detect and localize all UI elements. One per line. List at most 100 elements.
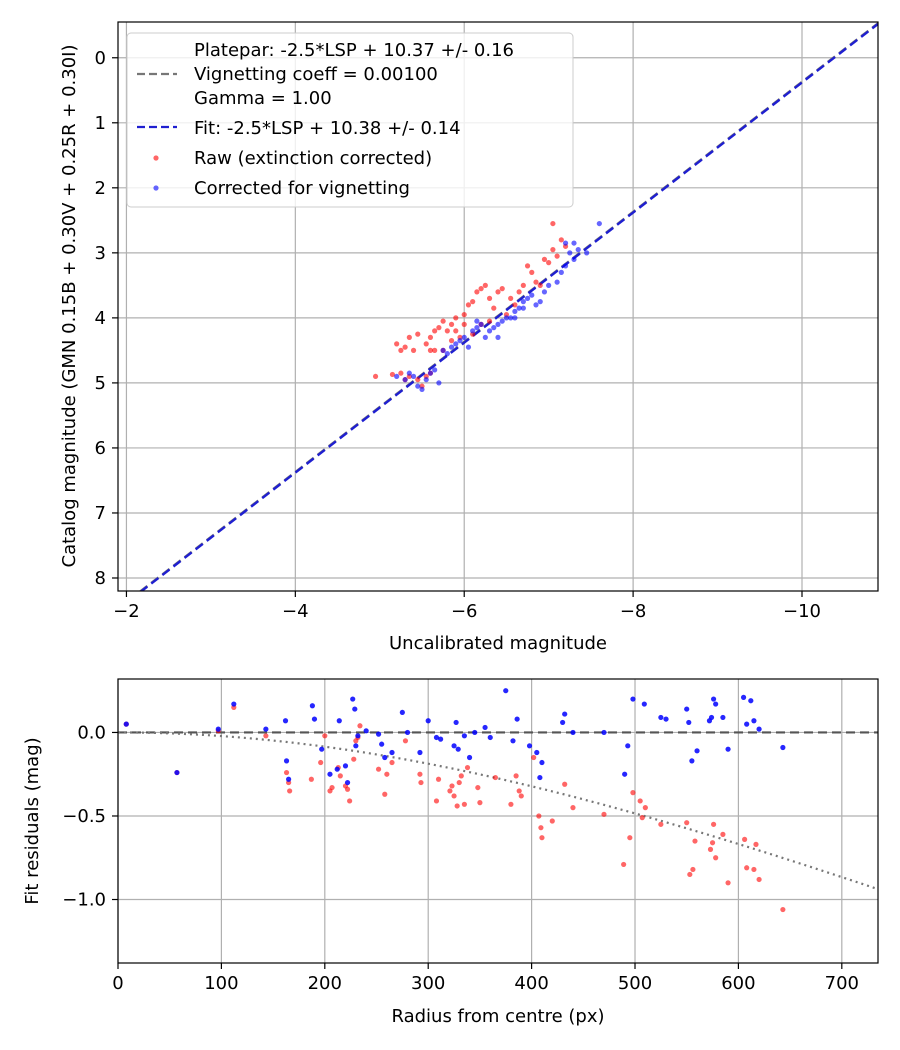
raw-point [470,299,476,305]
raw-residual-point [516,788,522,794]
corrected-residual-point [311,716,318,722]
raw-residual-point [308,776,314,782]
raw-residual-point [658,821,664,827]
corrected-point [486,328,493,334]
corrected-residual-point [526,743,533,749]
corrected-residual-point [353,743,359,749]
legend-platepar-line3: Gamma = 1.00 [194,88,332,109]
corrected-point [558,269,564,275]
corrected-point [419,386,425,393]
raw-point [440,318,446,324]
raw-point [512,302,518,308]
bottom-x-tick-label: 0 [112,973,123,994]
raw-residual-point [756,876,762,883]
corrected-residual-point [514,716,520,722]
corrected-residual-point [710,696,717,702]
corrected-point [499,318,505,324]
corrected-residual-point [472,729,478,736]
raw-point [465,302,472,308]
corrected-point [571,256,577,262]
bottom-y-tick-label: 0.0 [77,722,106,743]
top-y-tick-label: 8 [95,568,106,589]
raw-residual-point [435,776,442,782]
corrected-point [402,377,408,383]
top-y-tick-label: 7 [95,503,106,524]
corrected-point [584,250,590,256]
raw-residual-point [709,840,716,846]
bottom-x-axis-label: Radius from centre (px) [391,1006,604,1027]
corrected-point [482,334,488,340]
corrected-residual-point [350,696,356,702]
bottom-ticks: 0 100 200 300 400 500 600 700 0.0 −0.5 −1.0 [62,722,859,994]
raw-residual-point [627,835,633,841]
raw-point [461,321,467,327]
raw-residual-point [475,784,481,791]
corrected-residual-point [417,749,423,756]
corrected-residual-point [352,706,358,712]
raw-residual-point [710,821,717,827]
raw-point [444,328,450,334]
raw-point [415,331,421,337]
raw-residual-point [713,855,719,861]
corrected-residual-point [389,749,395,756]
raw-residual-point [725,880,731,886]
raw-residual-point [263,733,269,739]
corrected-residual-point [319,746,325,752]
raw-residual-point [549,818,555,824]
raw-residual-point [389,759,395,766]
corrected-residual-point [539,759,545,766]
raw-point [558,237,564,243]
corrected-residual-point [625,743,631,749]
corrected-point [470,328,476,334]
raw-residual-point [639,815,645,821]
corrected-point [503,315,510,321]
raw-point [398,370,404,376]
bottom-x-tick-label: 500 [618,973,652,994]
corrected-residual-point [327,771,333,777]
corrected-point [529,292,535,298]
corrected-residual-point [740,694,747,700]
corrected-residual-point [215,726,221,732]
raw-residual-point [461,801,467,807]
corrected-point [427,370,434,376]
top-x-tick-label: −4 [282,601,309,622]
raw-residual-point [375,766,382,772]
corrected-point [406,370,412,376]
raw-residual-point [720,831,726,837]
raw-point [406,334,412,340]
corrected-residual-point [748,698,754,704]
corrected-residual-point [780,744,786,751]
corrected-point [415,383,421,389]
corrected-point [461,334,467,340]
corrected-residual-point [379,741,385,747]
corrected-point [562,263,569,269]
raw-point [533,279,539,285]
corrected-residual-point [438,736,444,742]
raw-residual-point [477,800,483,806]
corrected-residual-point [663,716,669,722]
top-x-tick-label: −6 [451,601,478,622]
corrected-residual-point [433,734,440,741]
raw-residual-point [464,764,471,771]
bottom-y-tick-label: −1.0 [62,890,106,911]
raw-residual-point [562,781,568,787]
raw-residual-point [744,865,750,871]
corrected-point [444,351,450,357]
corrected-residual-point [630,696,636,702]
top-ticks: −2 −4 −6 −8 −10 0 1 2 3 4 5 6 7 8 [95,48,821,622]
corrected-residual-point [510,738,516,744]
raw-residual-point [402,738,409,744]
raw-point [432,328,438,334]
corrected-residual-point [622,771,628,777]
raw-residual-point [531,754,537,761]
top-y-tick-label: 2 [95,178,106,199]
raw-residual-point [492,774,499,781]
raw-point [398,347,404,353]
top-x-tick-label: −2 [113,601,140,622]
raw-point [546,260,552,266]
raw-point [554,253,560,259]
top-plot: −2 −4 −6 −8 −10 0 1 2 3 4 5 6 7 8 Uncalibrated magnit… [59,21,879,654]
raw-point [486,295,493,301]
raw-residual-point [621,861,627,868]
